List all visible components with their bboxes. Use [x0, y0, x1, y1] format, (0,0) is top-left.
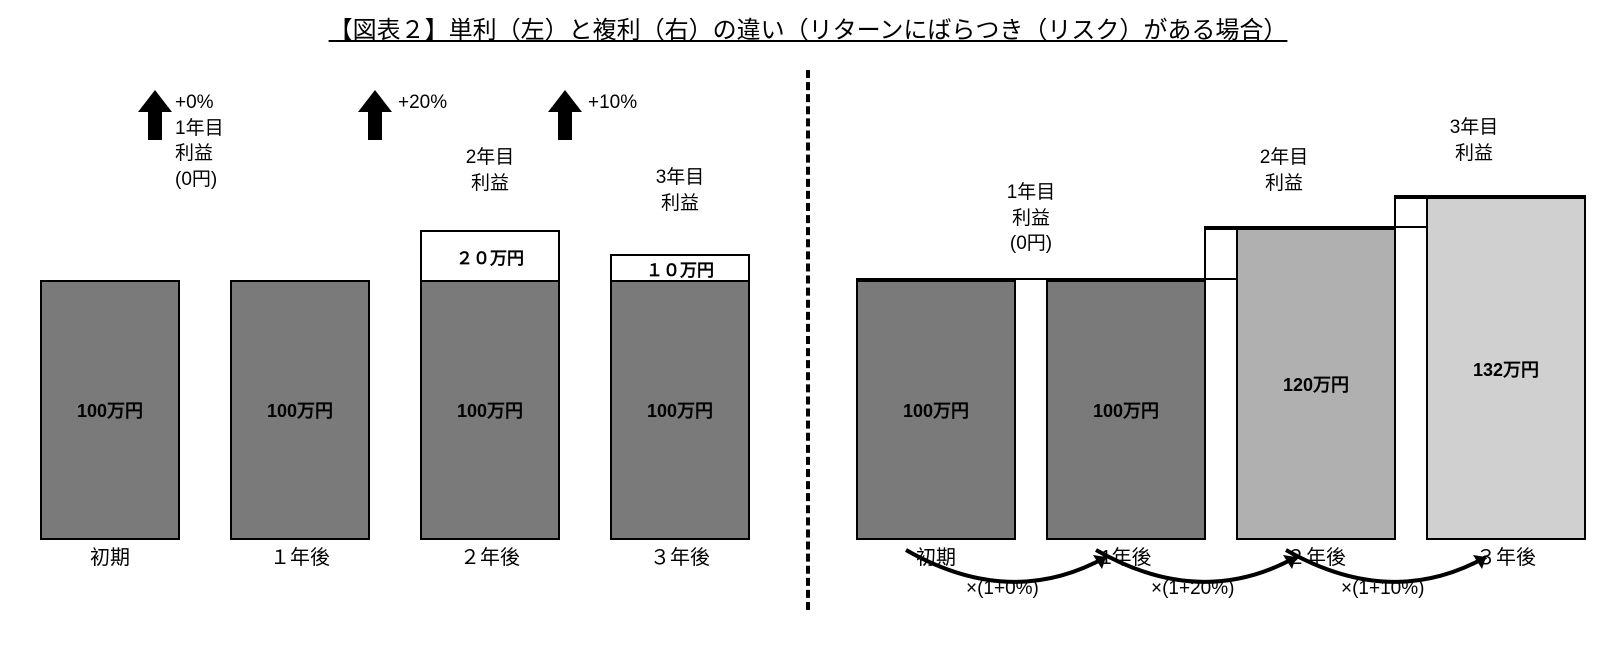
left-chart-area: 100万円 初期 100万円 １年後 ２０万円 100万円 ２年後 — [40, 70, 760, 570]
right-bar-value-1: 100万円 — [1093, 397, 1159, 423]
connector-line-3 — [1394, 195, 1586, 197]
left-annot-pct-3: +10% — [588, 92, 637, 113]
left-profit-2: ２０万円 — [420, 230, 560, 282]
left-col-0: 100万円 — [40, 70, 180, 540]
panel-divider — [806, 70, 810, 610]
curve-label-3: ×(1+10%) — [1341, 578, 1424, 600]
left-xlabel-0: 初期 — [40, 541, 180, 570]
left-annot-2: +20% — [398, 90, 447, 116]
left-annot-year-1: 1年目 — [175, 118, 224, 139]
left-annot-paren-1: (0円) — [175, 169, 217, 190]
left-bar-value-0: 100万円 — [77, 397, 143, 423]
right-annot-year-2: 2年目 — [1260, 147, 1309, 168]
left-annot-year-2: 2年目 — [466, 147, 515, 168]
right-col-0: 100万円 — [856, 70, 1016, 540]
left-bar-1: 100万円 — [230, 280, 370, 540]
right-bar-0: 100万円 — [856, 280, 1016, 540]
left-bar-2: 100万円 — [420, 280, 560, 540]
right-annot-2: 2年目 利益 — [1204, 145, 1364, 196]
right-col-1: 100万円 — [1046, 70, 1206, 540]
up-arrow-icon-1 — [140, 90, 170, 140]
left-bar-value-3: 100万円 — [647, 397, 713, 423]
left-profit-label-3: １０万円 — [646, 256, 714, 281]
left-bar-value-2: 100万円 — [457, 397, 523, 423]
up-arrow-icon-3 — [550, 90, 580, 140]
curve-label-2: ×(1+20%) — [1151, 578, 1234, 600]
left-xlabel-1: １年後 — [230, 541, 370, 570]
connector-line-1 — [856, 278, 1206, 280]
up-arrow-icon-2 — [360, 90, 390, 140]
right-annot-1: 1年目 利益 (0円) — [951, 180, 1111, 257]
left-annot-3: +10% — [588, 90, 637, 116]
left-xlabel-2: ２年後 — [420, 541, 560, 570]
right-bar-value-2: 120万円 — [1283, 371, 1349, 397]
right-bar-value-3: 132万円 — [1473, 356, 1539, 382]
right-panel: 100万円 初期 100万円 1年後 20万円 120万円 ２年後 — [816, 70, 1616, 650]
right-annot-3: 3年目 利益 — [1394, 115, 1554, 166]
right-annot-year-3: 3年目 — [1450, 117, 1499, 138]
right-annot-word-1: 利益 — [1012, 208, 1050, 229]
right-bar-value-0: 100万円 — [903, 397, 969, 423]
left-annot-word-3: 利益 — [661, 193, 699, 214]
right-bar-2: 120万円 — [1236, 228, 1396, 540]
left-annot-pct-2: +20% — [398, 92, 447, 113]
left-annot-2b: 2年目 利益 — [420, 145, 560, 196]
right-col-2: 120万円 — [1236, 70, 1396, 540]
left-profit-label-2: ２０万円 — [456, 244, 524, 269]
left-panel: 100万円 初期 100万円 １年後 ２０万円 100万円 ２年後 — [0, 70, 800, 650]
right-bar-1: 100万円 — [1046, 280, 1206, 540]
left-col-2: ２０万円 100万円 — [420, 70, 560, 540]
right-annot-word-3: 利益 — [1455, 143, 1493, 164]
left-annot-word-1: 利益 — [175, 143, 213, 164]
chart-container: 100万円 初期 100万円 １年後 ２０万円 100万円 ２年後 — [0, 70, 1616, 650]
connector-line-2 — [1204, 226, 1396, 228]
left-col-3: １０万円 100万円 — [610, 70, 750, 540]
left-annot-pct-1: +0% — [175, 92, 214, 113]
left-bar-value-1: 100万円 — [267, 397, 333, 423]
chart-title: 【図表２】単利（左）と複利（右）の違い（リターンにばらつき（リスク）がある場合） — [0, 0, 1616, 45]
left-annot-word-2: 利益 — [471, 173, 509, 194]
left-bar-3: 100万円 — [610, 280, 750, 540]
right-annot-paren-1: (0円) — [1010, 233, 1052, 254]
right-annot-year-1: 1年目 — [1007, 182, 1056, 203]
right-bar-3: 132万円 — [1426, 197, 1586, 540]
left-bar-0: 100万円 — [40, 280, 180, 540]
left-annot-1: +0% 1年目 利益 (0円) — [175, 90, 224, 193]
left-profit-3: １０万円 — [610, 254, 750, 282]
curve-label-1: ×(1+0%) — [966, 578, 1039, 600]
left-annot-3b: 3年目 利益 — [610, 165, 750, 216]
right-chart-area: 100万円 初期 100万円 1年後 20万円 120万円 ２年後 — [856, 70, 1576, 570]
left-col-1: 100万円 — [230, 70, 370, 540]
right-annot-word-2: 利益 — [1265, 173, 1303, 194]
left-xlabel-3: ３年後 — [610, 541, 750, 570]
left-annot-year-3: 3年目 — [656, 167, 705, 188]
